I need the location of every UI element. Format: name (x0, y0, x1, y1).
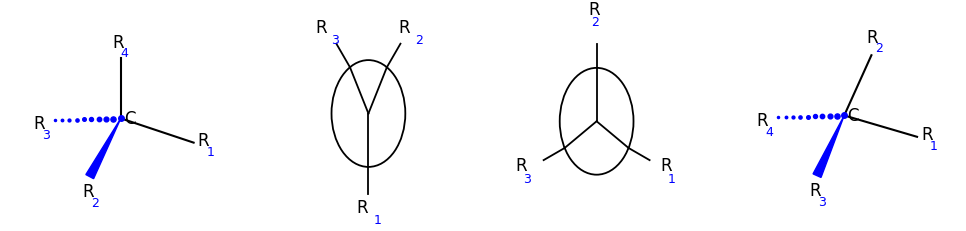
Text: 1: 1 (929, 140, 938, 153)
Text: 1: 1 (668, 173, 675, 186)
Text: 3: 3 (524, 173, 531, 186)
Text: R: R (356, 199, 368, 217)
Text: 2: 2 (591, 16, 599, 29)
Text: 4: 4 (766, 126, 774, 139)
Text: 1: 1 (207, 146, 214, 158)
Text: 3: 3 (43, 129, 50, 142)
Text: R: R (660, 157, 671, 175)
Polygon shape (813, 116, 844, 177)
Text: R: R (921, 126, 932, 144)
Text: 1: 1 (373, 213, 382, 227)
Text: 2: 2 (875, 42, 883, 55)
Text: R: R (34, 115, 45, 133)
Text: R: R (112, 34, 124, 52)
Text: R: R (197, 132, 210, 150)
Text: 4: 4 (121, 46, 128, 60)
Text: R: R (516, 157, 527, 175)
Polygon shape (86, 118, 121, 179)
Text: 3: 3 (818, 196, 826, 209)
Text: C: C (847, 107, 859, 125)
Text: 3: 3 (331, 34, 339, 47)
Text: 2: 2 (415, 34, 423, 47)
Text: R: R (867, 29, 878, 47)
Text: R: R (315, 19, 327, 37)
Text: R: R (810, 182, 821, 200)
Text: R: R (82, 183, 94, 201)
Text: R: R (756, 112, 769, 130)
Text: R: R (589, 1, 601, 19)
Text: R: R (399, 19, 411, 37)
Text: C: C (124, 110, 135, 128)
Text: 2: 2 (91, 197, 99, 210)
